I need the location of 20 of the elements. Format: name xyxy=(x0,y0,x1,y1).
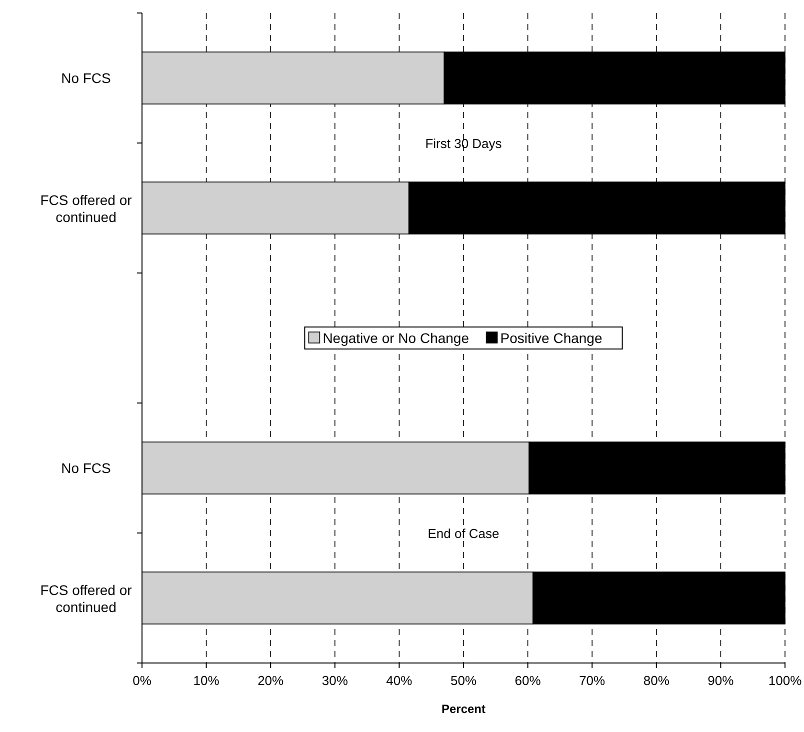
x-tick-label: 10% xyxy=(193,673,220,688)
legend-label: Negative or No Change xyxy=(322,330,470,346)
annotation: First 30 Days xyxy=(425,136,502,151)
x-tick-label: 30% xyxy=(322,673,348,688)
y-tick-label: FCS offered or continued xyxy=(40,582,132,615)
x-axis-title: Percent xyxy=(441,702,486,716)
x-tick-label: 50% xyxy=(450,673,477,688)
x-tick-label: 20% xyxy=(258,673,284,688)
x-tick-label: 0% xyxy=(132,673,152,688)
annotation: End of Case xyxy=(428,526,500,541)
y-tick-label: FCS offered or continued xyxy=(40,192,132,225)
x-tick-label: 100% xyxy=(768,673,802,688)
legend-label: Positive Change xyxy=(500,330,602,346)
y-tick-label: No FCS xyxy=(61,460,111,476)
x-tick-label: 60% xyxy=(514,673,542,688)
y-tick-label: No FCS xyxy=(61,70,111,86)
x-tick-label: 70% xyxy=(579,673,606,688)
x-tick-label: 80% xyxy=(643,673,670,688)
x-tick-label: 40% xyxy=(386,673,413,688)
x-tick-label: 90% xyxy=(708,673,734,688)
